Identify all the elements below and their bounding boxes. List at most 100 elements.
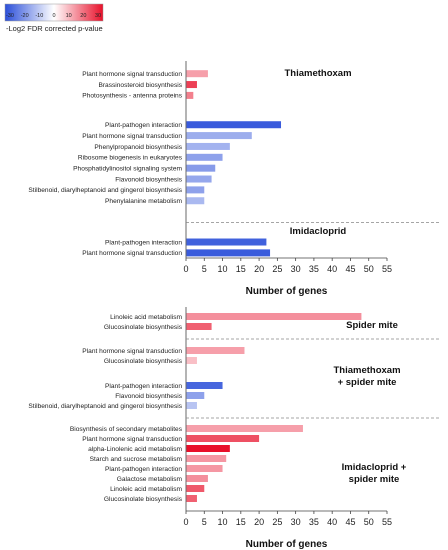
bar-label: Glucosinolate biosynthesis: [104, 496, 183, 503]
bar: [186, 382, 223, 389]
group-title-line: Thiamethoxam: [284, 68, 351, 79]
bar: [186, 121, 282, 129]
group-title-line: spider mite: [349, 474, 400, 485]
bar-label: Flavonoid biosynthesis: [115, 176, 182, 183]
legend-tick-label: 0: [52, 13, 55, 19]
group-title: Spider mite: [346, 320, 398, 331]
bar: [186, 175, 212, 183]
bar: [186, 465, 223, 472]
group-title-line: Imidacloprid +: [342, 462, 407, 473]
bar: [186, 425, 303, 432]
x-tick-label: 5: [202, 517, 207, 527]
bar: [186, 357, 197, 364]
x-tick-label: 40: [327, 264, 337, 274]
bar: [186, 323, 212, 330]
x-tick-label: 40: [327, 517, 337, 527]
bar-label: Ribosome biogenesis in eukaryotes: [78, 155, 183, 162]
bar: [186, 164, 216, 172]
bar: [186, 186, 205, 194]
legend-tick-label: -10: [35, 13, 43, 19]
bar-label: Glucosinolate biosynthesis: [104, 358, 183, 365]
bar-label: Linoleic acid metabolism: [110, 486, 182, 493]
x-tick-label: 45: [345, 517, 355, 527]
x-tick-label: 50: [364, 517, 374, 527]
group-title: Thiamethoxam + spider mite: [333, 365, 400, 388]
bar: [186, 435, 260, 442]
legend-color-bar: [4, 3, 104, 22]
bar-label: Plant hormone signal transduction: [82, 436, 182, 443]
x-tick-label: 55: [382, 517, 392, 527]
group-title: Thiamethoxam: [284, 68, 351, 79]
group-title: Imidacloprid + spider mite: [342, 462, 407, 485]
x-tick-label: 30: [291, 264, 301, 274]
legend-tick-label: 30: [95, 13, 101, 19]
x-tick-label: 0: [183, 264, 188, 274]
bar-label: Plant hormone signal transduction: [82, 250, 182, 257]
bar-label: Plant-pathogen interaction: [105, 466, 182, 473]
legend-tick-label: 10: [66, 13, 72, 19]
bar-label: alpha-Linolenic acid metabolism: [88, 446, 182, 453]
bar-label: Plant-pathogen interaction: [105, 239, 182, 246]
bar: [186, 495, 197, 502]
bar: [186, 238, 267, 246]
group-title-line: Thiamethoxam: [333, 365, 400, 376]
bar-label: Starch and sucrose metabolism: [90, 456, 183, 463]
x-tick-label: 35: [309, 517, 319, 527]
bar-label: Linoleic acid metabolism: [110, 314, 182, 321]
bar: [186, 81, 197, 89]
bar: [186, 313, 362, 320]
x-tick-label: 0: [183, 517, 188, 527]
bar: [186, 475, 208, 482]
x-tick-label: 30: [291, 517, 301, 527]
bar: [186, 142, 230, 150]
x-tick-label: 20: [254, 264, 264, 274]
x-axis-label: Number of genes: [246, 539, 328, 550]
bar-label: Biosynthesis of secondary metabolites: [70, 426, 183, 433]
bar: [186, 70, 208, 78]
group-title-line: + spider mite: [338, 377, 397, 388]
bar-label: Stilbenoid, diarylheptanoid and gingerol…: [28, 403, 182, 410]
legend-tick-label: -30: [6, 13, 14, 19]
bar: [186, 91, 194, 99]
x-tick-label: 10: [218, 517, 228, 527]
group-title-line: Spider mite: [346, 320, 398, 331]
x-axis-label: Number of genes: [246, 286, 328, 297]
bar: [186, 347, 245, 354]
bar: [186, 132, 252, 140]
bar-label: Galactose metabolism: [117, 476, 183, 483]
legend-title: -Log2 FDR corrected p-value: [6, 24, 103, 33]
x-tick-label: 35: [309, 264, 319, 274]
bar: [186, 392, 205, 399]
bar: [186, 249, 271, 257]
bar-label: Plant-pathogen interaction: [105, 122, 182, 129]
bar-label: Flavonoid biosynthesis: [115, 393, 182, 400]
x-tick-label: 55: [382, 264, 392, 274]
bar-label: Plant-pathogen interaction: [105, 383, 182, 390]
bar: [186, 445, 230, 452]
bar-label: Photosynthesis - antenna proteins: [82, 93, 182, 100]
bar: [186, 455, 227, 462]
bar-label: Plant hormone signal transduction: [82, 133, 182, 140]
bar-label: Stilbenoid, diarylheptanoid and gingerol…: [28, 187, 182, 194]
x-tick-label: 20: [254, 517, 264, 527]
legend-tick-label: -20: [21, 13, 29, 19]
bar: [186, 402, 197, 409]
bar-label: Brassinosteroid biosynthesis: [98, 82, 182, 89]
bar: [186, 485, 205, 492]
x-tick-label: 45: [345, 264, 355, 274]
bar-label: Plant hormone signal transduction: [82, 348, 182, 355]
legend-tick-label: 20: [80, 13, 86, 19]
x-tick-label: 15: [236, 517, 246, 527]
bar-label: Glucosinolate biosynthesis: [104, 324, 183, 331]
bar: [186, 153, 223, 161]
bar-label: Plant hormone signal transduction: [82, 71, 182, 78]
bar: [186, 197, 205, 205]
bar-label: Phenylpropanoid biosynthesis: [94, 144, 182, 151]
x-tick-label: 10: [218, 264, 228, 274]
bar-label: Phosphatidylinositol signaling system: [73, 165, 182, 172]
x-tick-label: 25: [272, 517, 282, 527]
group-title-line: Imidacloprid: [290, 226, 347, 237]
group-title: Imidacloprid: [290, 226, 347, 237]
x-tick-label: 50: [364, 264, 374, 274]
